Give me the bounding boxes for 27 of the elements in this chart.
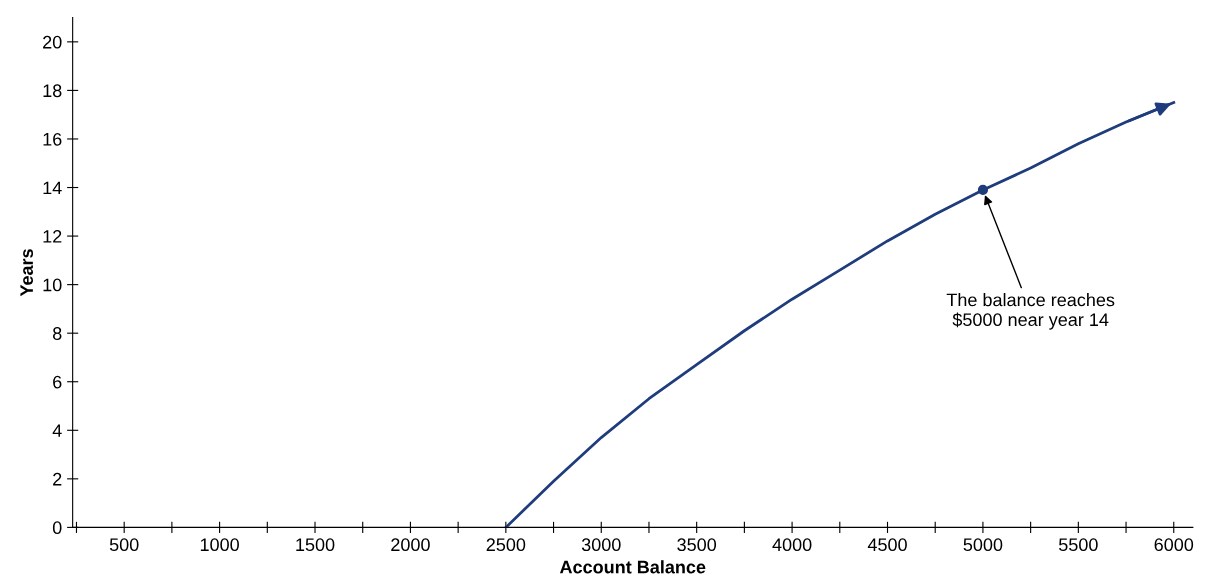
x-tick-label: 4000	[772, 538, 812, 552]
y-tick-label: 10	[43, 278, 62, 292]
x-tick-label: 3000	[581, 538, 621, 552]
x-tick-label: 3500	[677, 538, 717, 552]
y-tick-label: 14	[43, 181, 62, 195]
y-axis-title: Years	[20, 249, 34, 297]
y-tick-label: 2	[53, 472, 62, 486]
x-tick-label: 1000	[200, 538, 239, 552]
x-tick-label: 1500	[296, 538, 335, 552]
y-tick-label: 12	[43, 230, 62, 243]
y-tick-label: 20	[43, 35, 62, 49]
line-series	[504, 101, 1176, 528]
x-axis-title: Account Balance	[559, 560, 706, 574]
y-tick-label: 8	[52, 327, 62, 340]
annotation: The balance reaches $5000 near year 14	[946, 293, 1115, 330]
x-tick-label: 5500	[1058, 538, 1098, 552]
y-tick-label: 4	[52, 424, 62, 437]
x-tick-label: 500	[109, 538, 139, 552]
y-tick-label: 18	[43, 84, 62, 98]
x-tick-label: 4500	[867, 538, 907, 552]
x-tick-label: 2500	[486, 538, 526, 552]
y-tick-label: 6	[53, 375, 62, 389]
y-tick-label: 16	[43, 132, 62, 146]
x-tick-label: 2000	[391, 538, 430, 552]
x-tick-label: 6000	[1154, 538, 1194, 552]
y-tick-label: 0	[52, 521, 62, 535]
x-tick-label: 5000	[963, 538, 1003, 552]
